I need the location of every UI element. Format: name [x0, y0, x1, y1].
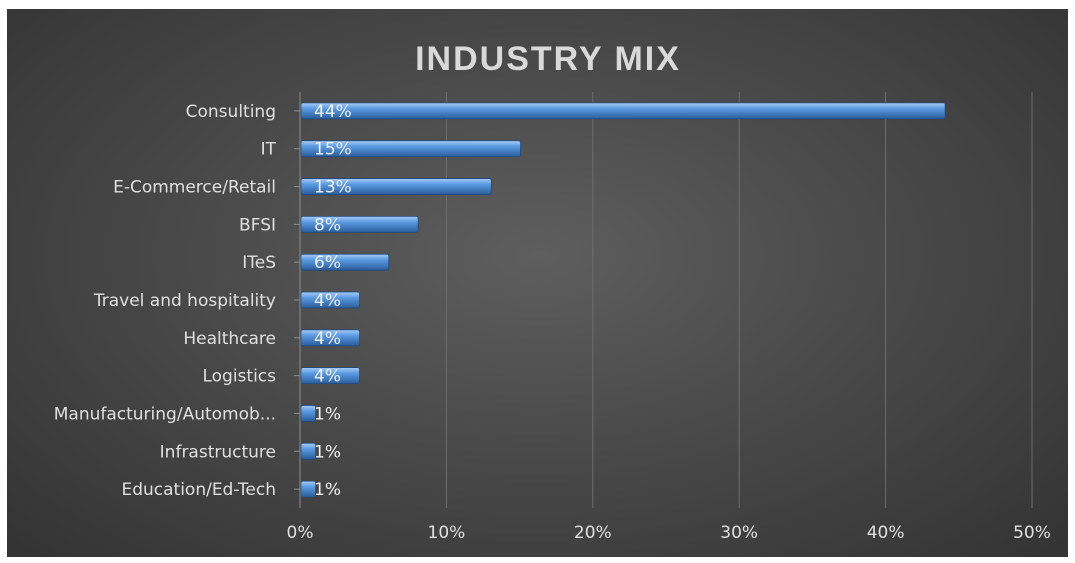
category-label: BFSI [239, 215, 276, 235]
data-label: 4% [314, 329, 341, 349]
category-axis: Consulting IT E-Commerce/Retail BFSI ITeS Tra… [54, 102, 300, 500]
data-label: 15% [314, 140, 352, 160]
bar [300, 140, 522, 158]
bar [300, 405, 317, 422]
x-tick-label: 40% [867, 523, 905, 543]
bar [300, 253, 390, 271]
category-label: ITeS [242, 253, 276, 273]
data-label: 1% [314, 480, 341, 500]
bar [300, 291, 360, 309]
category-label: Logistics [202, 367, 276, 387]
bar [300, 367, 360, 385]
x-tick-label: 10% [428, 523, 466, 543]
bar [300, 178, 492, 195]
data-label: 13% [314, 178, 352, 198]
category-label: IT [261, 140, 277, 160]
category-label: Infrastructure [160, 442, 276, 462]
category-label: Travel and hospitality [93, 291, 276, 311]
data-label: 4% [314, 291, 341, 311]
x-axis-ticks: 0% 10% 20% 30% 40% 50% [287, 523, 1051, 543]
data-labels: 44% 15% 13% 8% 6% 4% 4% 4% 1% 1% 1% [314, 102, 352, 500]
bar [300, 215, 419, 233]
data-label: 8% [314, 215, 341, 235]
bar [300, 329, 360, 347]
bars [300, 102, 946, 498]
x-tick-label: 50% [1013, 523, 1051, 543]
category-label: Manufacturing/Automob... [54, 404, 276, 424]
x-tick-label: 20% [574, 523, 612, 543]
category-label: E-Commerce/Retail [113, 178, 276, 198]
x-tick-label: 30% [720, 523, 758, 543]
bar [300, 102, 946, 120]
bar [300, 442, 317, 460]
data-label: 4% [314, 367, 341, 387]
category-label: Consulting [186, 102, 276, 122]
chart-title: INDUSTRY MIX [415, 40, 681, 78]
chart-area [7, 9, 1068, 557]
data-label: 1% [314, 404, 341, 424]
data-label: 6% [314, 253, 341, 273]
category-label: Education/Ed-Tech [121, 480, 276, 500]
bar [300, 480, 317, 498]
category-label: Healthcare [183, 329, 276, 349]
gridlines [299, 92, 1033, 508]
x-tick-label: 0% [287, 523, 314, 543]
data-label: 44% [314, 102, 352, 122]
data-label: 1% [314, 442, 341, 462]
